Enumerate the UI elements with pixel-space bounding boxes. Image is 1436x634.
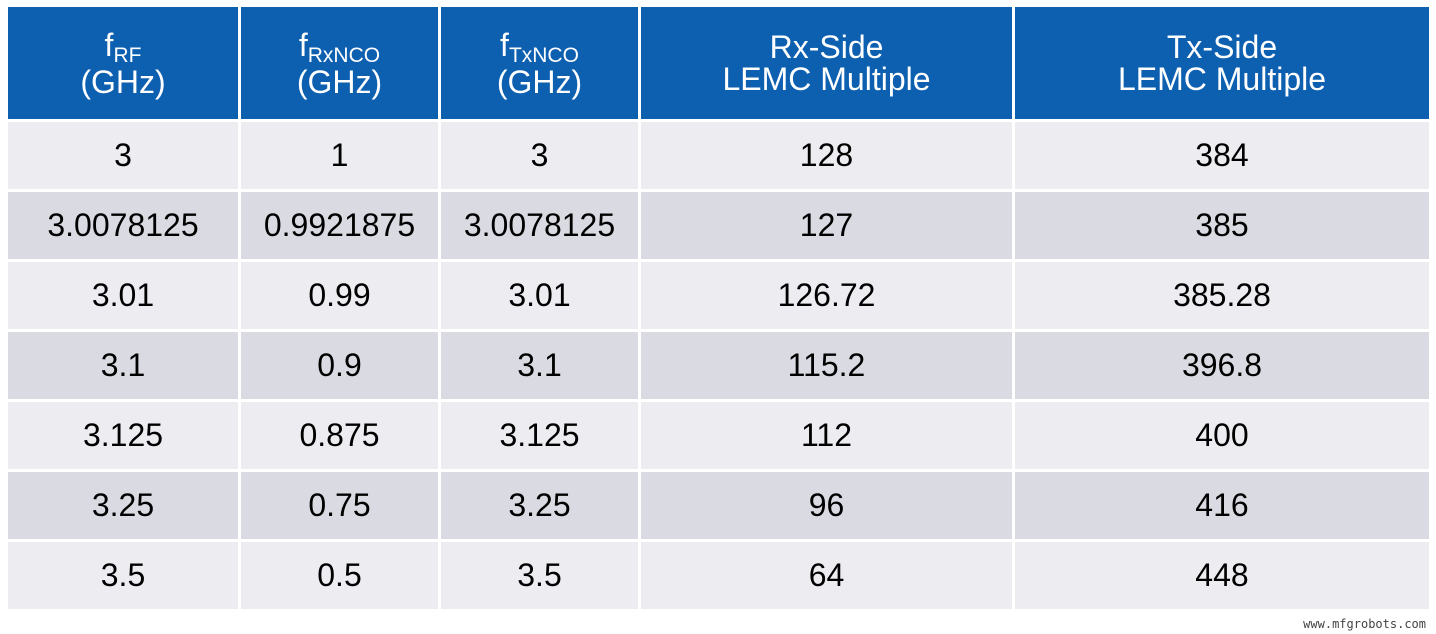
cell-rx-lemc: 127 bbox=[638, 189, 1015, 262]
cell-tx-lemc: 448 bbox=[1012, 539, 1432, 612]
table-row: 3.125 0.875 3.125 112 400 bbox=[5, 399, 1432, 472]
cell-tx-lemc: 384 bbox=[1012, 119, 1432, 192]
header-row: fRF (GHz) fRxNCO (GHz) fTxNCO (GHz) Rx-S… bbox=[5, 4, 1432, 122]
header-f-rf: fRF (GHz) bbox=[5, 4, 241, 122]
cell-f-rxnco: 0.75 bbox=[238, 469, 441, 542]
cell-f-rf: 3 bbox=[5, 119, 241, 192]
header-f-txnco-unit: (GHz) bbox=[496, 63, 583, 100]
cell-f-rf: 3.1 bbox=[5, 329, 241, 402]
header-rx-lemc: Rx-Side LEMC Multiple bbox=[638, 4, 1015, 122]
cell-rx-lemc: 126.72 bbox=[638, 259, 1015, 332]
header-f-rxnco-symbol: f bbox=[298, 26, 308, 63]
header-tx-lemc-line1: Tx-Side bbox=[1166, 29, 1278, 65]
cell-rx-lemc: 112 bbox=[638, 399, 1015, 472]
header-f-rxnco: fRxNCO (GHz) bbox=[238, 4, 441, 122]
cell-f-rxnco: 0.875 bbox=[238, 399, 441, 472]
header-tx-lemc-line2: LEMC Multiple bbox=[1117, 61, 1327, 97]
cell-f-rf: 3.25 bbox=[5, 469, 241, 542]
header-f-rxnco-subscript: RxNCO bbox=[307, 43, 381, 67]
cell-f-rxnco: 0.99 bbox=[238, 259, 441, 332]
table-row: 3.25 0.75 3.25 96 416 bbox=[5, 469, 1432, 542]
header-f-rxnco-unit: (GHz) bbox=[296, 63, 383, 100]
watermark-text: www.mfgrobots.com bbox=[1303, 617, 1426, 631]
cell-tx-lemc: 396.8 bbox=[1012, 329, 1432, 402]
table-row: 3.1 0.9 3.1 115.2 396.8 bbox=[5, 329, 1432, 402]
cell-f-rf: 3.125 bbox=[5, 399, 241, 472]
header-f-txnco-subscript: TxNCO bbox=[508, 43, 579, 67]
cell-f-rf: 3.01 bbox=[5, 259, 241, 332]
lemc-table-container: fRF (GHz) fRxNCO (GHz) fTxNCO (GHz) Rx-S… bbox=[5, 4, 1432, 612]
cell-f-rxnco: 0.9 bbox=[238, 329, 441, 402]
table-row: 3.0078125 0.9921875 3.0078125 127 385 bbox=[5, 189, 1432, 262]
cell-f-txnco: 3.01 bbox=[438, 259, 641, 332]
lemc-table: fRF (GHz) fRxNCO (GHz) fTxNCO (GHz) Rx-S… bbox=[5, 4, 1432, 612]
table-row: 3.01 0.99 3.01 126.72 385.28 bbox=[5, 259, 1432, 332]
cell-f-txnco: 3 bbox=[438, 119, 641, 192]
cell-tx-lemc: 400 bbox=[1012, 399, 1432, 472]
header-f-rf-subscript: RF bbox=[113, 43, 142, 67]
cell-f-txnco: 3.25 bbox=[438, 469, 641, 542]
cell-f-txnco: 3.1 bbox=[438, 329, 641, 402]
cell-f-txnco: 3.0078125 bbox=[438, 189, 641, 262]
table-row: 3.5 0.5 3.5 64 448 bbox=[5, 539, 1432, 612]
cell-tx-lemc: 416 bbox=[1012, 469, 1432, 542]
cell-tx-lemc: 385.28 bbox=[1012, 259, 1432, 332]
cell-f-rxnco: 1 bbox=[238, 119, 441, 192]
header-f-txnco-symbol: f bbox=[500, 26, 509, 63]
header-rx-lemc-line2: LEMC Multiple bbox=[722, 61, 931, 97]
header-f-txnco: fTxNCO (GHz) bbox=[438, 4, 641, 122]
table-row: 3 1 3 128 384 bbox=[5, 119, 1432, 192]
cell-rx-lemc: 96 bbox=[638, 469, 1015, 542]
cell-f-txnco: 3.5 bbox=[438, 539, 641, 612]
cell-f-txnco: 3.125 bbox=[438, 399, 641, 472]
header-f-rf-symbol: f bbox=[104, 26, 114, 63]
cell-tx-lemc: 385 bbox=[1012, 189, 1432, 262]
cell-f-rxnco: 0.5 bbox=[238, 539, 441, 612]
cell-f-rxnco: 0.9921875 bbox=[238, 189, 441, 262]
cell-f-rf: 3.5 bbox=[5, 539, 241, 612]
header-f-rf-unit: (GHz) bbox=[80, 63, 166, 100]
header-tx-lemc: Tx-Side LEMC Multiple bbox=[1012, 4, 1432, 122]
cell-rx-lemc: 128 bbox=[638, 119, 1015, 192]
cell-rx-lemc: 64 bbox=[638, 539, 1015, 612]
header-rx-lemc-line1: Rx-Side bbox=[769, 29, 884, 65]
cell-rx-lemc: 115.2 bbox=[638, 329, 1015, 402]
cell-f-rf: 3.0078125 bbox=[5, 189, 241, 262]
